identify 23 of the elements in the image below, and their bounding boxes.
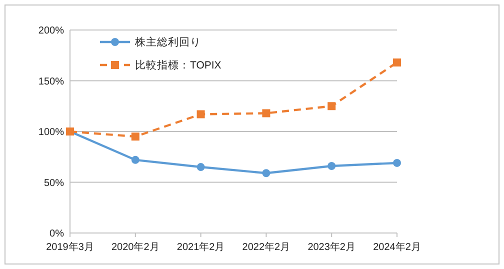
x-tick-label: 2019年3月	[46, 241, 94, 253]
y-tick-label: 200%	[38, 26, 64, 36]
y-tick-label: 50%	[44, 178, 64, 189]
point	[328, 102, 336, 110]
point	[131, 132, 140, 141]
point	[393, 58, 401, 66]
x-tick-label: 2023年2月	[308, 241, 356, 253]
legend-label: 比較指標：TOPIX	[135, 58, 222, 72]
x-tick-label: 2024年2月	[373, 241, 421, 253]
x-tick-label: 2021年2月	[176, 241, 225, 253]
point	[196, 110, 205, 118]
point	[131, 156, 140, 164]
x-tick-label: 2020年2月	[111, 241, 160, 253]
y-tick-label: 150%	[38, 76, 64, 88]
point	[393, 158, 401, 167]
point	[196, 163, 205, 172]
point	[262, 109, 270, 118]
y-tick-label: 100%	[38, 127, 64, 138]
y-tick-label: 0%	[50, 228, 64, 240]
point	[262, 169, 270, 178]
point	[328, 162, 336, 170]
legend-label: 株主総利回り	[134, 36, 201, 48]
x-tick-label: 2022年2月	[242, 241, 290, 253]
